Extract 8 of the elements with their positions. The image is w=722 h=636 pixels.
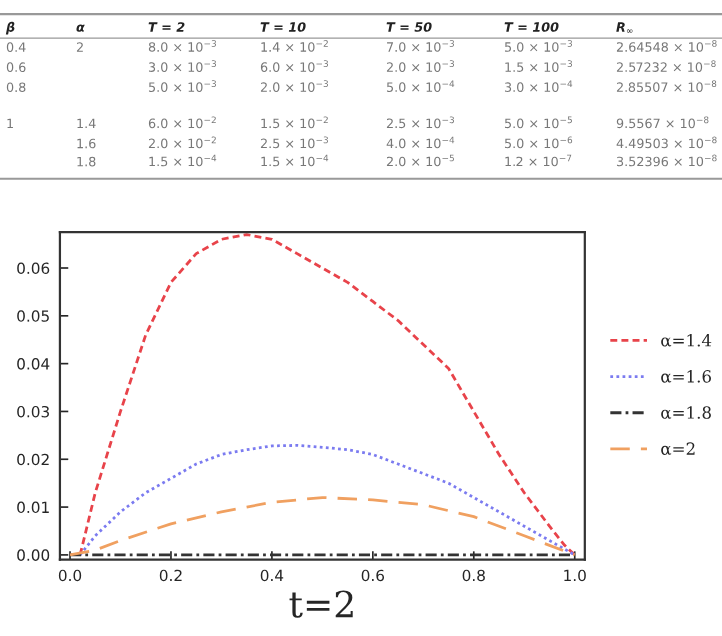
legend-label: α=1.6 [661,370,711,383]
legend-label: α=1.4 [661,333,712,347]
line-series [78,444,577,557]
line-series [78,233,577,557]
line-series [68,496,577,557]
legend-label: α=2 [661,442,695,455]
x-axis-title: t=2 [289,590,353,618]
legend-label: α=1.8 [661,406,711,419]
